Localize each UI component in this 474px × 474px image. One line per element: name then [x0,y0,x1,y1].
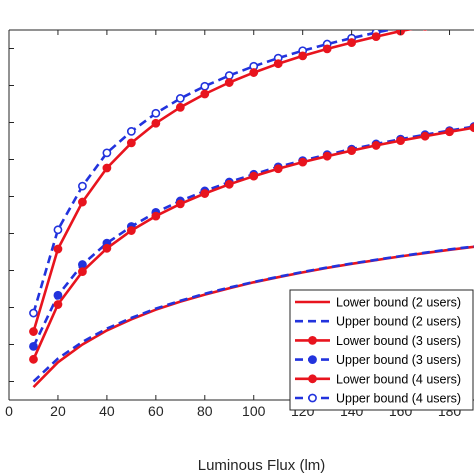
data-point [126,126,136,136]
x-axis-ticks: 0 20 40 60 80 100 120 140 160 180 [5,30,461,419]
data-point [446,15,453,22]
data-point [347,146,357,156]
data-point [29,308,38,318]
legend-entry: Lower bound (4 users) [295,372,461,386]
data-point [273,164,283,174]
legend-marker [308,393,317,403]
data-point [224,71,234,80]
x-tick-label: 20 [50,403,66,419]
legend-entry: Lower bound (2 users) [295,296,461,310]
legend-marker [308,355,317,364]
data-point [469,123,474,133]
data-point [273,59,283,69]
data-point [396,136,405,146]
legend-label: Lower bound (4 users) [336,372,461,386]
legend-marker [308,374,317,384]
x-tick-label: 100 [242,403,266,419]
data-point [422,30,428,31]
legend-entry: Upper bound (2 users) [295,315,461,329]
legend-entry: Upper bound (4 users) [295,392,461,406]
legend-label: Lower bound (3 users) [336,334,461,348]
data-point [78,197,87,207]
series-upper-bound-2-users [32,245,474,383]
data-point [29,327,38,336]
x-tick-label: 60 [148,403,164,419]
data-point [249,68,259,77]
legend-label: Upper bound (4 users) [336,392,461,406]
data-point [175,102,185,112]
data-point [249,171,259,181]
data-point [78,260,87,269]
data-point [224,78,234,87]
legend-marker [308,335,317,345]
data-point [53,290,63,300]
data-point [200,89,210,99]
data-point [371,32,381,42]
data-point [298,51,308,61]
data-point [322,151,332,161]
data-point [29,354,38,364]
data-point [29,341,38,351]
data-point [78,181,87,191]
data-point [53,225,63,235]
data-point [446,18,453,25]
data-point [470,13,474,20]
data-point [224,179,234,189]
data-point [102,163,112,173]
legend-label: Upper bound (2 users) [336,315,461,329]
data-point [200,81,210,91]
data-point [126,226,136,235]
legend-entry: Lower bound (3 users) [295,334,461,348]
data-point [421,19,428,26]
data-point [53,244,63,254]
data-point [175,94,185,103]
data-point [347,38,357,47]
data-point [126,138,136,148]
data-point [298,157,308,167]
data-point [151,118,161,128]
series-upper-bound-4-users [29,10,474,318]
legend-box [289,289,474,411]
y-axis-ticks [9,48,14,382]
data-point [102,243,112,253]
data-point [151,108,161,118]
data-point [151,211,161,221]
data-point [53,300,63,309]
x-tick-label: 80 [197,403,213,419]
data-point [200,189,210,198]
data-point [322,44,332,54]
data-point [445,127,454,137]
data-point [470,10,474,17]
legend-label: Upper bound (3 users) [336,353,461,367]
data-point [175,199,185,209]
legend-label: Lower bound (2 users) [336,296,461,310]
x-tick-label: 40 [99,403,115,419]
data-point [420,131,430,141]
data-point [78,267,87,277]
data-point [371,141,381,150]
x-tick-label: 0 [5,403,13,419]
legend: Lower bound (2 users) Upper bound (2 user… [289,289,474,411]
data-point [102,148,112,158]
legend-entry: Upper bound (3 users) [295,353,461,367]
x-axis-label: Luminous Flux (lm) [198,457,326,474]
series-line [32,30,395,314]
series-line [32,245,474,383]
